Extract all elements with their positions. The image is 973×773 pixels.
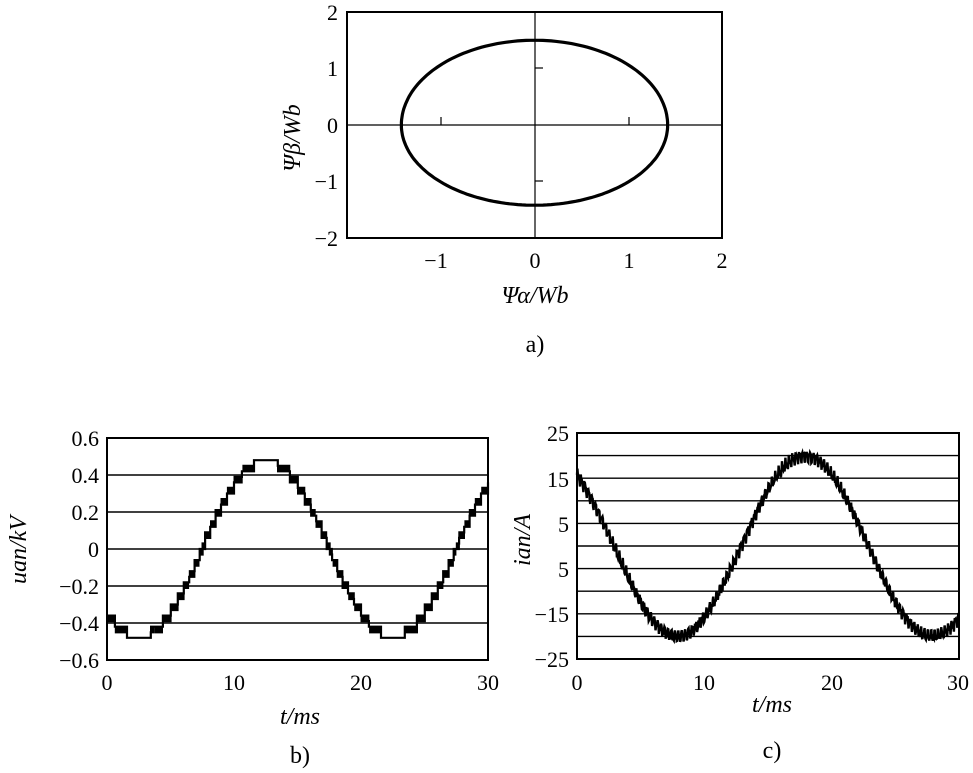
- y-tick-label-c: 5: [558, 512, 569, 537]
- y-tick-label-c: 5: [558, 557, 569, 582]
- x-tick-label-b: 0: [102, 670, 113, 695]
- plot-frame-b: [106, 437, 489, 661]
- y-tick-label-b: 0.6: [72, 426, 100, 451]
- panel-b: 0.6 0.4 0.2 0 −0.2 −0.4 −0.6 0 10 20 30 …: [6, 426, 499, 769]
- y-tick-label-c: 25: [547, 421, 569, 446]
- plot-frame-c: [576, 432, 960, 660]
- x-tick-label-c: 10: [693, 670, 715, 695]
- y-tick-label-a: 0: [327, 113, 338, 138]
- x-tick-label-c: 20: [821, 670, 843, 695]
- y-tick-label-b: 0.4: [72, 463, 100, 488]
- y-tick-label-b: −0.6: [59, 648, 99, 673]
- y-tick-label-c: −25: [535, 647, 569, 672]
- y-tick-label-b: 0: [88, 537, 99, 562]
- x-axis-label-a: Ψα/Wb: [501, 283, 568, 309]
- y-tick-label-b: −0.4: [59, 611, 99, 636]
- gridlines-b: [107, 474, 488, 624]
- x-axis-label-c: t/ms: [752, 692, 792, 718]
- y-tick-label-a: 1: [327, 56, 338, 81]
- y-tick-label-a: 2: [327, 0, 338, 25]
- gridlines-c: [577, 454, 959, 638]
- y-tick-label-b: 0.2: [72, 500, 100, 525]
- x-tick-label-a: 1: [624, 248, 635, 273]
- caption-c: c): [763, 738, 782, 764]
- y-tick-label-a: −2: [315, 226, 338, 251]
- panel-a: 2 1 0 −1 −2 −1 0 1 2 Ψα/Wb Ψβ/Wb a): [280, 0, 728, 358]
- y-tick-label-a: −1: [315, 169, 338, 194]
- y-tick-label-c: −15: [535, 602, 569, 627]
- x-tick-label-a: −1: [424, 248, 447, 273]
- x-tick-label-a: 2: [717, 248, 728, 273]
- current-waveform-ian: [575, 447, 961, 645]
- y-tick-label-c: 15: [547, 467, 569, 492]
- x-tick-label-a: 0: [530, 248, 541, 273]
- flux-locus-ellipse: [399, 38, 670, 207]
- x-tick-label-b: 30: [477, 670, 499, 695]
- x-tick-label-b: 20: [350, 670, 372, 695]
- panel-c: 25 15 5 5 −15 −25 0 10 20 30 t/ms ian/A …: [510, 421, 969, 764]
- x-tick-label-c: 30: [947, 670, 969, 695]
- caption-b: b): [290, 743, 310, 769]
- x-tick-label-b: 10: [223, 670, 245, 695]
- y-tick-label-b: −0.2: [59, 574, 99, 599]
- x-axis-label-b: t/ms: [280, 704, 320, 730]
- x-tick-label-c: 0: [572, 670, 583, 695]
- voltage-waveform-uan: [106, 459, 490, 639]
- y-axis-label-b: uan/kV: [6, 514, 32, 584]
- caption-a: a): [526, 332, 545, 358]
- y-axis-label-a: Ψβ/Wb: [280, 104, 306, 172]
- y-axis-label-c: ian/A: [510, 514, 536, 566]
